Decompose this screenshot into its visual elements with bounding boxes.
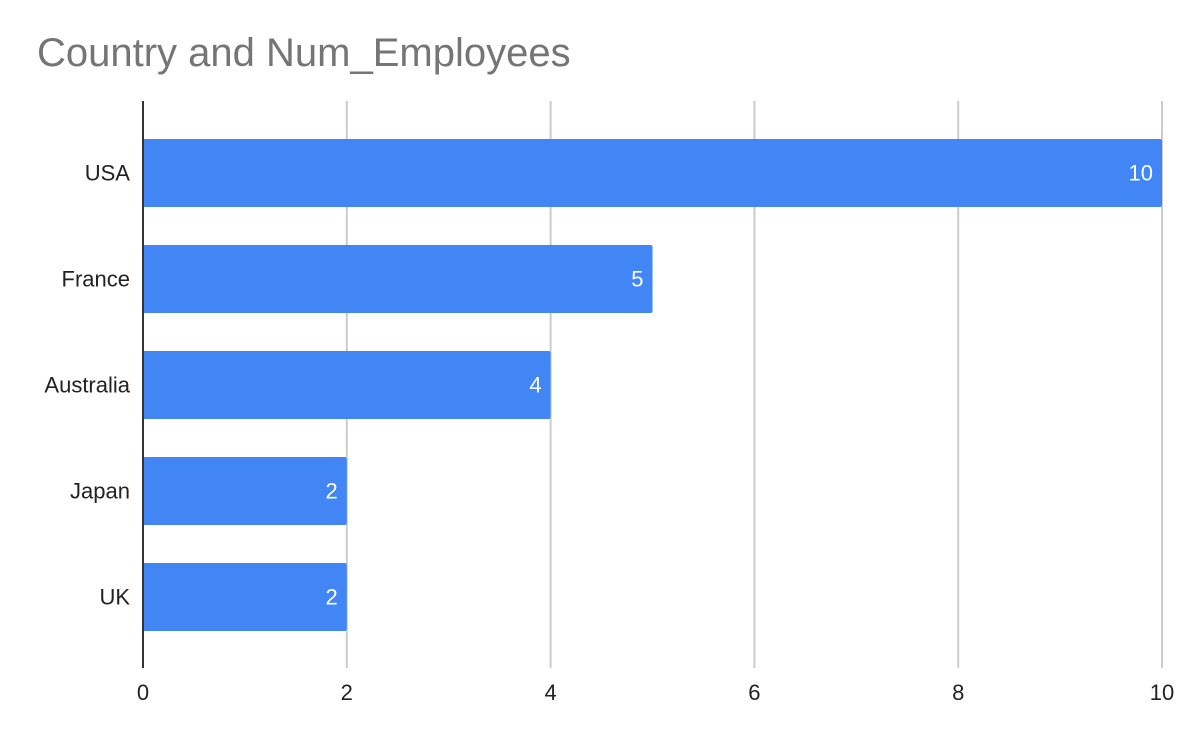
bar-australia: [143, 351, 551, 419]
category-label: Australia: [44, 373, 130, 398]
data-label: 5: [631, 267, 643, 292]
chart-title: Country and Num_Employees: [37, 31, 571, 75]
data-label: 2: [326, 479, 338, 504]
x-tick-label: 4: [544, 680, 556, 705]
category-label: UK: [99, 585, 130, 610]
bar-france: [143, 245, 653, 313]
bar-usa: [143, 139, 1162, 207]
data-label: 4: [529, 373, 541, 398]
x-tick-label: 8: [952, 680, 964, 705]
bar-japan: [143, 457, 347, 525]
x-tick-label: 2: [341, 680, 353, 705]
category-label: Japan: [70, 479, 130, 504]
bar-uk: [143, 563, 347, 631]
x-tick-label: 6: [748, 680, 760, 705]
data-label: 2: [326, 585, 338, 610]
category-label: France: [62, 267, 130, 292]
x-tick-label: 0: [137, 680, 149, 705]
x-tick-label: 10: [1150, 680, 1174, 705]
data-label: 10: [1129, 161, 1153, 186]
category-label: USA: [85, 161, 131, 186]
